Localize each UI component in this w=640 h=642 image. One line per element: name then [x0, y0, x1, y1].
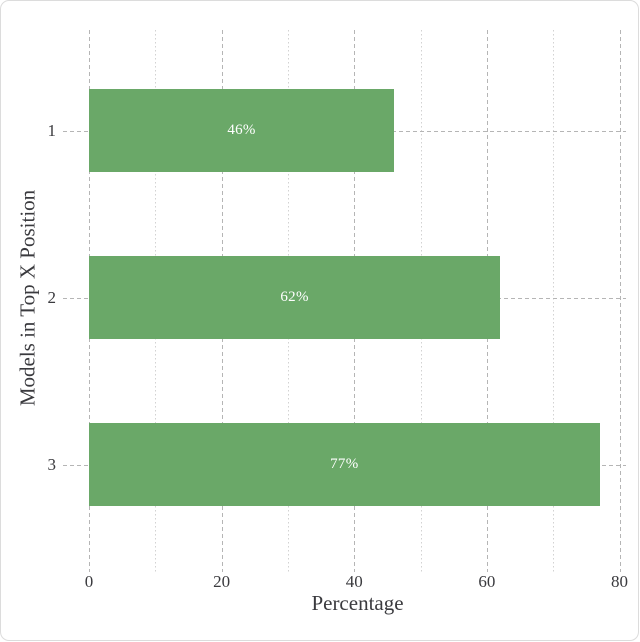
x-tick-label-20: 20: [213, 572, 231, 591]
y-tick-label-3: 3: [47, 455, 57, 474]
y-tick-label-2: 2: [47, 288, 57, 307]
x-tick-label-60: 60: [478, 572, 496, 591]
minor-gridline-x70: [553, 30, 555, 572]
y-axis-title: Models in Top X Position: [15, 189, 40, 407]
bar-category-3: 77%: [89, 423, 600, 506]
bar-category-2: 62%: [89, 256, 501, 339]
bar-category-1: 46%: [89, 89, 395, 172]
bar-value-label: 62%: [280, 289, 309, 305]
x-tick-label-80: 80: [611, 572, 628, 591]
major-gridline-x80: [619, 30, 621, 572]
bar-value-label: 46%: [227, 122, 256, 138]
x-tick-label-40: 40: [345, 572, 363, 591]
x-tick-label-0: 0: [84, 572, 94, 591]
bar-value-label: 77%: [330, 456, 359, 472]
y-tick-label-1: 1: [47, 121, 57, 140]
x-axis-title: Percentage: [311, 591, 404, 615]
